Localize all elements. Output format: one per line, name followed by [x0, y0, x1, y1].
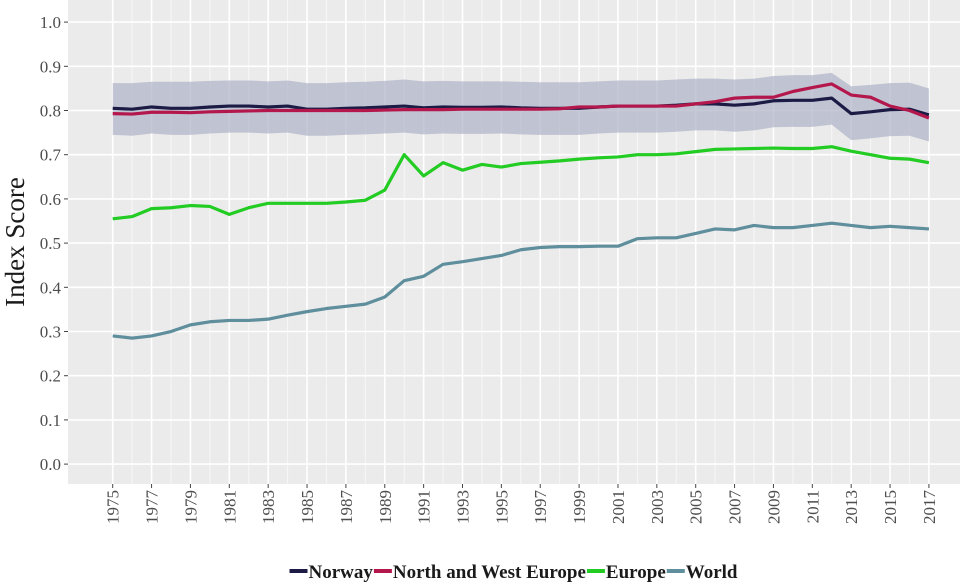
series-line [112, 221, 930, 340]
x-tick-label: 1989 [376, 490, 395, 524]
legend-label: North and West Europe [393, 562, 586, 583]
x-tick-label: 2013 [842, 490, 861, 524]
legend: Norway North and West Europe Europe World [289, 562, 738, 583]
y-tick-label: 0.1 [40, 411, 61, 430]
series-line [112, 82, 930, 120]
x-tick-label: 1985 [298, 490, 317, 524]
x-tick-label: 1991 [415, 490, 434, 524]
x-tick-label: 2017 [920, 490, 939, 525]
x-tick-label: 1977 [143, 490, 162, 525]
x-tick-label: 2005 [687, 490, 706, 524]
plot-background [68, 0, 960, 484]
legend-label: Europe [606, 562, 666, 583]
legend-label: World [686, 562, 738, 583]
x-tick-label: 2009 [764, 490, 783, 524]
x-tick-label: 1987 [337, 490, 356, 525]
x-tick-label: 2003 [648, 490, 667, 524]
x-tick-label: 2001 [609, 490, 628, 524]
y-tick-label: 0.0 [40, 455, 61, 474]
x-tick-label: 1999 [570, 490, 589, 524]
x-tick-label: 1995 [492, 490, 511, 524]
x-tick-label: 1979 [181, 490, 200, 524]
x-tick-label: 1983 [259, 490, 278, 524]
y-tick-label: 0.8 [40, 102, 61, 121]
y-axis-label: Index Score [0, 177, 30, 307]
y-tick-label: 0.5 [40, 234, 61, 253]
y-tick-label: 1.0 [40, 13, 61, 32]
x-tick-label: 2011 [803, 490, 822, 523]
y-tick-label: 0.7 [40, 146, 62, 165]
y-tick-label: 0.3 [40, 323, 61, 342]
x-tick-label: 2015 [881, 490, 900, 524]
y-tick-label: 0.4 [40, 278, 62, 297]
x-tick-label: 1993 [454, 490, 473, 524]
x-tick-label: 1975 [104, 490, 123, 524]
x-tick-label: 1997 [531, 490, 550, 525]
series-line [112, 145, 930, 221]
y-tick-label: 0.9 [40, 57, 61, 76]
legend-label: Norway [309, 562, 374, 583]
y-tick-label: 0.6 [40, 190, 61, 209]
x-tick-label: 2007 [726, 490, 745, 525]
x-tick-label: 1981 [220, 490, 239, 524]
y-tick-label: 0.2 [40, 367, 61, 386]
